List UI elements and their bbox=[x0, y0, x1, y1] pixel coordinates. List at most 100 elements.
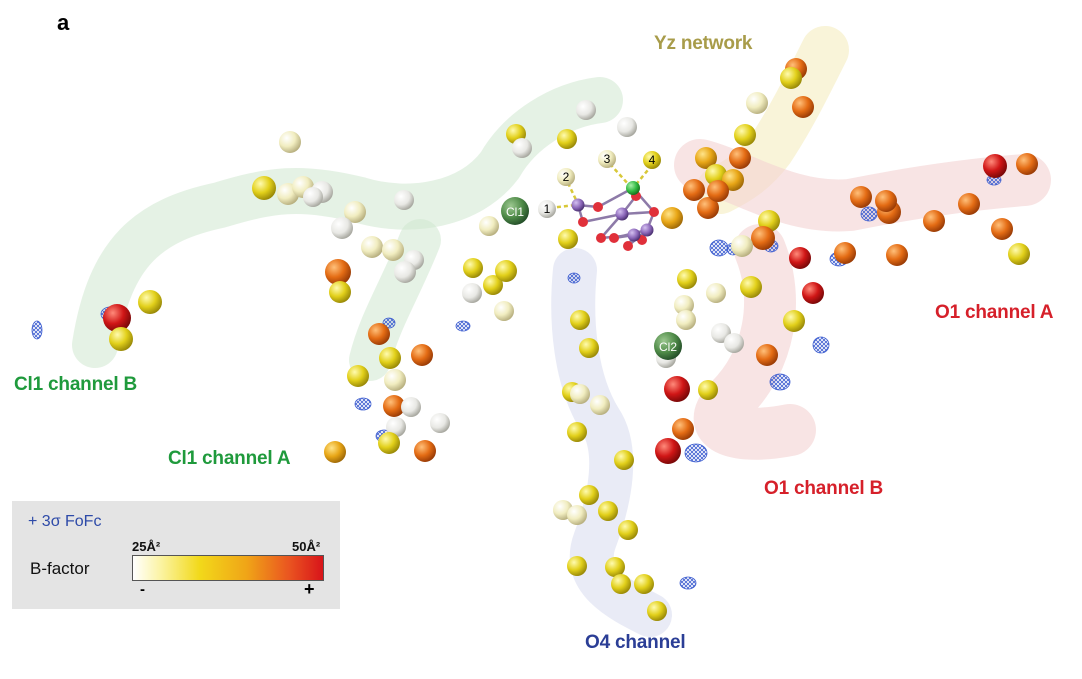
water-sphere bbox=[707, 180, 729, 202]
water-sphere bbox=[1008, 243, 1030, 265]
legend-low-value: 25Å² bbox=[132, 539, 161, 554]
water-sphere bbox=[463, 258, 483, 278]
water-sphere bbox=[734, 124, 756, 146]
fofc-mesh bbox=[354, 397, 372, 411]
water-sphere bbox=[780, 67, 802, 89]
manganese-atom bbox=[640, 223, 654, 237]
water-sphere bbox=[347, 365, 369, 387]
water-sphere bbox=[368, 323, 390, 345]
water-sphere bbox=[676, 310, 696, 330]
water-sphere bbox=[923, 210, 945, 232]
water-sphere bbox=[698, 380, 718, 400]
legend-plus-sign: + bbox=[304, 579, 315, 599]
water-sphere bbox=[558, 229, 578, 249]
water-sphere bbox=[279, 131, 301, 153]
legend-high-value: 50Å² bbox=[292, 539, 321, 554]
water-sphere bbox=[325, 259, 351, 285]
water-w4: 4 bbox=[643, 151, 661, 169]
w2-label: 2 bbox=[563, 170, 570, 184]
fofc-mesh bbox=[860, 206, 878, 222]
w3-label: 3 bbox=[604, 152, 611, 166]
water-sphere bbox=[740, 276, 762, 298]
water-sphere bbox=[1016, 153, 1038, 175]
legend-minus-sign: - bbox=[140, 581, 145, 598]
oxygen-atom bbox=[578, 217, 588, 227]
water-sphere bbox=[683, 179, 705, 201]
water-sphere bbox=[329, 281, 351, 303]
chloride-cl1: Cl1 bbox=[501, 197, 529, 225]
water-sphere bbox=[303, 187, 323, 207]
legend-box: + 3σ FoFc 25Å² 50Å² B-factor - + bbox=[12, 501, 340, 609]
water-sphere bbox=[875, 190, 897, 212]
water-sphere bbox=[494, 301, 514, 321]
water-sphere bbox=[512, 138, 532, 158]
water-sphere bbox=[672, 418, 694, 440]
water-sphere bbox=[394, 190, 414, 210]
cluster-bond bbox=[582, 212, 623, 224]
water-sphere bbox=[664, 376, 690, 402]
water-sphere bbox=[724, 333, 744, 353]
water-sphere bbox=[697, 197, 719, 219]
water-sphere bbox=[598, 501, 618, 521]
water-sphere bbox=[789, 247, 811, 269]
oxygen-atom bbox=[649, 207, 659, 217]
o1-channel-a-label: O1 channel A bbox=[935, 302, 1054, 323]
fofc-mesh bbox=[812, 336, 830, 354]
oxygen-atom bbox=[623, 241, 633, 251]
water-sphere bbox=[695, 147, 717, 169]
water-sphere bbox=[378, 432, 400, 454]
cl1-channel-a-label: Cl1 channel A bbox=[168, 448, 291, 469]
water-sphere bbox=[344, 201, 366, 223]
manganese-atom bbox=[571, 198, 585, 212]
water-sphere bbox=[746, 92, 768, 114]
water-sphere bbox=[850, 186, 872, 208]
panel-label: a bbox=[57, 10, 70, 35]
water-sphere bbox=[479, 216, 499, 236]
water-sphere bbox=[401, 397, 421, 417]
water-sphere bbox=[384, 369, 406, 391]
water-w3: 3 bbox=[598, 150, 616, 168]
water-sphere bbox=[618, 520, 638, 540]
calcium-atom bbox=[626, 181, 640, 195]
water-sphere bbox=[706, 283, 726, 303]
water-sphere bbox=[579, 485, 599, 505]
water-sphere bbox=[331, 217, 353, 239]
bfactor-color-scale bbox=[132, 555, 324, 581]
water-sphere bbox=[751, 226, 775, 250]
water-sphere bbox=[382, 239, 404, 261]
water-sphere bbox=[394, 261, 416, 283]
mn4cao5-cluster bbox=[571, 181, 659, 251]
cl1-channel-b-label: Cl1 channel B bbox=[14, 374, 138, 395]
water-sphere bbox=[590, 395, 610, 415]
cl1-label: Cl1 bbox=[506, 205, 524, 219]
water-sphere bbox=[361, 236, 383, 258]
water-sphere bbox=[567, 556, 587, 576]
water-sphere bbox=[252, 176, 276, 200]
fofc-mesh bbox=[709, 239, 729, 257]
o4-channel-label: O4 channel bbox=[585, 632, 686, 653]
water-sphere bbox=[570, 310, 590, 330]
fofc-mesh bbox=[31, 320, 43, 340]
water-w1: 1 bbox=[538, 200, 556, 218]
oxygen-atom bbox=[593, 202, 603, 212]
water-sphere bbox=[557, 129, 577, 149]
water-sphere bbox=[567, 505, 587, 525]
oxygen-atom bbox=[609, 233, 619, 243]
water-sphere bbox=[576, 100, 596, 120]
water-sphere bbox=[731, 235, 753, 257]
water-w2: 2 bbox=[557, 168, 575, 186]
fofc-mesh bbox=[679, 576, 697, 590]
water-sphere bbox=[430, 413, 450, 433]
water-sphere bbox=[462, 283, 482, 303]
w4-label: 4 bbox=[649, 153, 656, 167]
water-sphere bbox=[958, 193, 980, 215]
water-sphere bbox=[991, 218, 1013, 240]
water-sphere bbox=[729, 147, 751, 169]
legend-fofc-label: + 3σ FoFc bbox=[28, 513, 102, 530]
water-sphere bbox=[802, 282, 824, 304]
water-sphere bbox=[614, 450, 634, 470]
fofc-mesh bbox=[684, 443, 708, 463]
water-sphere bbox=[611, 574, 631, 594]
yz-network-label: Yz network bbox=[654, 33, 753, 54]
